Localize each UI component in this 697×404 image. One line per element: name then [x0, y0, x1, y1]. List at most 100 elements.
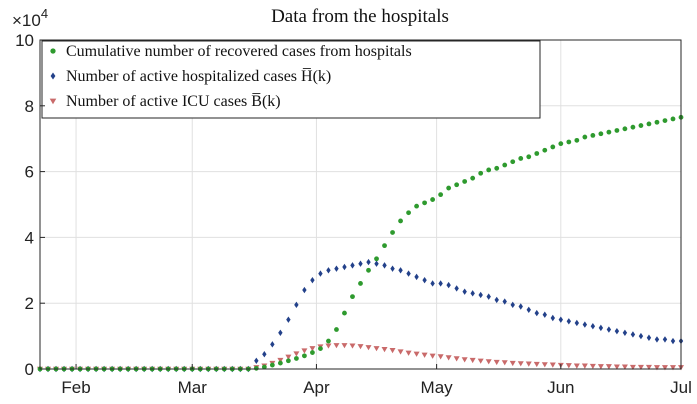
x-tick-label: May: [421, 378, 454, 397]
marker: [437, 354, 444, 360]
marker: [573, 363, 580, 369]
marker: [453, 356, 460, 362]
marker: [494, 165, 500, 171]
marker: [381, 347, 388, 353]
marker: [277, 357, 284, 364]
marker: [397, 349, 404, 355]
marker: [438, 280, 443, 287]
marker: [421, 352, 428, 358]
y-multiplier-base: ×10: [12, 11, 41, 30]
marker: [269, 362, 275, 368]
marker: [422, 276, 427, 284]
marker: [581, 363, 588, 369]
marker: [358, 281, 363, 286]
marker: [270, 341, 275, 348]
marker: [510, 159, 516, 165]
marker: [645, 364, 652, 371]
marker: [494, 296, 499, 304]
marker: [405, 350, 412, 356]
marker: [630, 124, 636, 130]
marker: [326, 267, 331, 274]
marker: [382, 262, 387, 269]
marker: [622, 329, 628, 337]
marker: [461, 357, 468, 363]
legend-box: [41, 40, 541, 119]
marker: [262, 350, 267, 358]
marker: [486, 167, 492, 173]
marker: [590, 323, 596, 330]
marker: [598, 324, 604, 332]
marker: [310, 350, 315, 355]
marker: [566, 139, 572, 145]
marker: [542, 147, 548, 153]
marker: [542, 311, 547, 318]
marker: [526, 154, 532, 160]
marker: [510, 301, 515, 309]
marker: [286, 316, 291, 323]
marker: [318, 270, 323, 277]
marker: [493, 359, 500, 366]
marker: [606, 326, 612, 333]
marker: [654, 336, 660, 343]
marker: [589, 363, 596, 370]
marker: [630, 331, 636, 338]
marker: [629, 364, 636, 371]
marker: [550, 314, 555, 322]
marker: [341, 343, 348, 349]
marker: [662, 336, 668, 343]
marker: [413, 351, 420, 357]
marker: [478, 170, 484, 176]
chart-title: Data from the hospitals: [271, 6, 449, 27]
marker: [277, 360, 283, 366]
y-tick-label: 6: [25, 163, 34, 182]
marker: [646, 121, 652, 127]
x-tick-label: Jul: [670, 378, 692, 397]
marker: [454, 285, 459, 292]
marker: [285, 354, 292, 360]
marker: [637, 364, 644, 371]
marker: [646, 334, 652, 341]
marker: [470, 175, 476, 181]
marker: [438, 192, 444, 198]
marker: [509, 360, 516, 367]
marker: [501, 360, 508, 366]
legend-marker: [49, 98, 57, 105]
marker: [309, 346, 316, 352]
marker: [414, 203, 419, 209]
marker: [485, 359, 492, 365]
marker: [389, 348, 396, 354]
marker: [566, 318, 572, 325]
marker: [534, 151, 540, 156]
marker: [525, 361, 532, 367]
marker: [278, 329, 283, 337]
marker: [365, 345, 372, 351]
marker: [430, 197, 436, 202]
marker: [406, 210, 411, 216]
legend-marker: [50, 48, 56, 54]
marker: [414, 273, 419, 281]
x-tick-label: Apr: [303, 378, 330, 397]
y-tick-label: 0: [25, 360, 34, 379]
marker: [406, 270, 411, 277]
marker: [373, 346, 380, 352]
marker: [517, 361, 524, 367]
y-tick-label: 2: [25, 294, 34, 313]
marker: [477, 358, 484, 364]
marker: [534, 309, 539, 317]
marker: [541, 362, 548, 368]
marker: [549, 362, 556, 368]
marker: [614, 128, 620, 133]
marker: [350, 294, 355, 300]
marker: [502, 162, 508, 168]
marker: [334, 265, 339, 272]
marker: [590, 133, 596, 138]
y-tick-label: 4: [25, 228, 34, 247]
marker: [638, 123, 644, 128]
marker: [334, 327, 339, 332]
marker: [574, 137, 580, 143]
marker: [638, 332, 644, 340]
marker: [326, 338, 331, 344]
marker: [430, 280, 435, 287]
marker: [261, 364, 267, 370]
